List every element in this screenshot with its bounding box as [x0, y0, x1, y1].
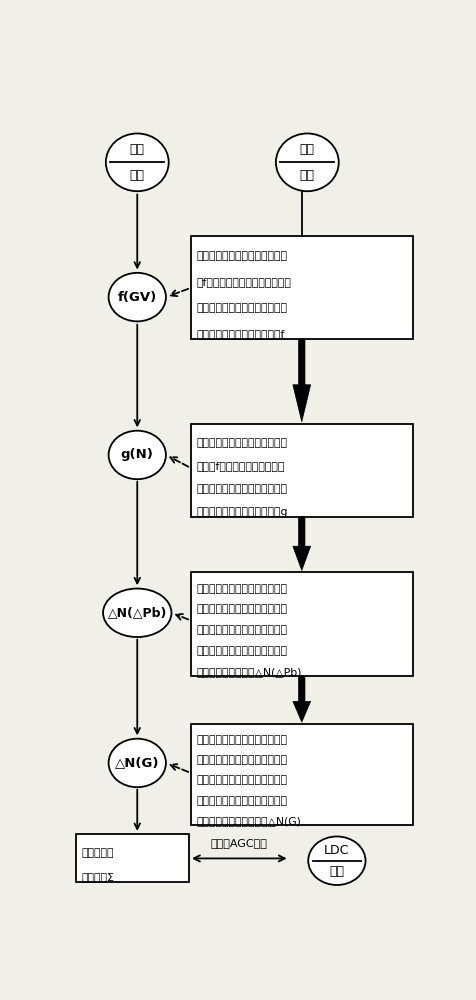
FancyBboxPatch shape [190, 424, 412, 517]
FancyBboxPatch shape [190, 235, 412, 339]
Text: 界条件不变，通过改变供热量，: 界条件不变，通过改变供热量， [196, 776, 287, 786]
Text: LDC: LDC [324, 844, 349, 857]
Text: 取代原AGC指令: 取代原AGC指令 [210, 838, 267, 848]
FancyArrow shape [292, 517, 310, 570]
FancyBboxPatch shape [190, 572, 412, 676]
Text: 模块: 模块 [129, 169, 144, 182]
Text: 功率随背压变化函数△N(△Pb): 功率随背压变化函数△N(△Pb) [196, 667, 301, 677]
Ellipse shape [103, 589, 171, 637]
Text: 试验: 试验 [299, 143, 314, 156]
Text: 型，以热耗率最小为原则，调峰: 型，以热耗率最小为原则，调峰 [196, 484, 287, 494]
Text: 基于机组配汽特性最经济阁位函: 基于机组配汽特性最经济阁位函 [196, 251, 287, 261]
Text: 负荷范围内寻找最优初压函数g: 负荷范围内寻找最优初压函数g [196, 507, 288, 517]
Text: 机组纯凝工况运行，以最经济阁: 机组纯凝工况运行，以最经济阁 [196, 438, 287, 448]
Text: f(GV): f(GV) [118, 291, 157, 304]
Text: 负荷变主汽压力试验确定函数f: 负荷变主汽压力试验确定函数f [196, 329, 284, 339]
Ellipse shape [109, 273, 166, 321]
Text: 选取若干供热量，维持系统及边: 选取若干供热量，维持系统及边 [196, 755, 287, 765]
Ellipse shape [109, 431, 166, 479]
Text: 输出: 输出 [329, 865, 344, 878]
Text: 变供热量试验：在热负荷范围内: 变供热量试验：在热负荷范围内 [196, 735, 287, 745]
Text: 功率和热耗率的变化量，并得出: 功率和热耗率的变化量，并得出 [196, 646, 287, 656]
Text: g(N): g(N) [120, 448, 153, 461]
Text: △N(△Pb): △N(△Pb) [108, 606, 167, 619]
Text: 法总模块Σ: 法总模块Σ [82, 872, 114, 882]
Text: 计算功率和热耗率的变化量，得: 计算功率和热耗率的变化量，得 [196, 796, 287, 806]
Text: 功率控制加: 功率控制加 [82, 848, 114, 858]
Text: 位函数f为基础建立初压优化模: 位函数f为基础建立初压优化模 [196, 461, 284, 471]
FancyArrow shape [292, 339, 310, 422]
Text: 件不变，通过改变背压値，计算: 件不变，通过改变背压値，计算 [196, 625, 287, 635]
Text: 若干负荷点，维持系统及边界条: 若干负荷点，维持系统及边界条 [196, 604, 287, 614]
Text: 数f的试验研究：在滑压运行负荷: 数f的试验研究：在滑压运行负荷 [196, 277, 291, 287]
Ellipse shape [275, 133, 338, 191]
Text: △N(G): △N(G) [115, 756, 159, 769]
Ellipse shape [307, 836, 365, 885]
Ellipse shape [109, 739, 166, 787]
Text: 区域选取若干个负荷点，进行定: 区域选取若干个负荷点，进行定 [196, 303, 287, 313]
FancyArrow shape [292, 676, 310, 722]
Text: 出功率随供热量变化函数△N(G): 出功率随供热量变化函数△N(G) [196, 816, 301, 826]
Text: 进程: 进程 [299, 169, 314, 182]
Text: 函数: 函数 [129, 143, 144, 156]
Ellipse shape [106, 133, 169, 191]
Text: 变背压试验：在调峰范围内选取: 变背压试验：在调峰范围内选取 [196, 584, 287, 594]
FancyBboxPatch shape [190, 724, 412, 825]
FancyBboxPatch shape [76, 834, 188, 882]
